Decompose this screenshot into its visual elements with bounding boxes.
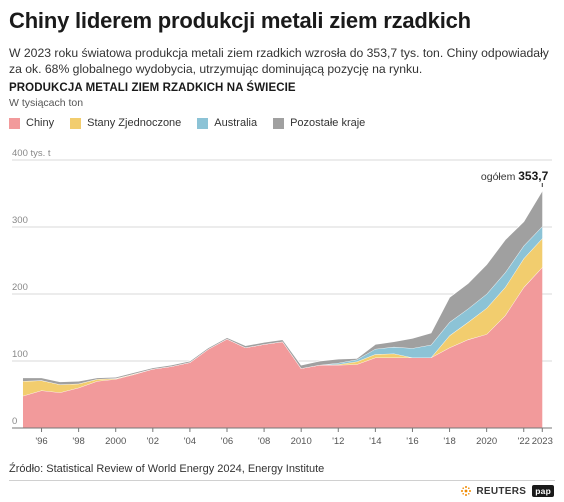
legend-item-china: Chiny: [9, 117, 54, 129]
legend-label-australia: Australia: [214, 117, 258, 129]
source-note: Źródło: Statistical Review of World Ener…: [9, 463, 325, 475]
page-title: Chiny liderem produkcji metali ziem rzad…: [9, 8, 471, 33]
reuters-wordmark: REUTERS: [476, 485, 527, 497]
legend-item-usa: Stany Zjednoczone: [70, 117, 181, 129]
pap-logo: pap: [532, 485, 554, 497]
total-annotation: ogółem 353,7: [481, 169, 549, 183]
x-tick-label: '12: [332, 436, 344, 447]
y-tick-label: 200: [12, 282, 28, 293]
annotation-layer: ogółem 353,7: [481, 169, 549, 188]
legend-swatch-other: [273, 117, 285, 129]
x-tick-label: '06: [221, 436, 233, 447]
total-annotation-prefix: ogółem: [481, 171, 518, 183]
x-tick-label: '04: [184, 436, 196, 447]
reuters-logo: REUTERS: [460, 485, 526, 497]
area-series-china: [22, 267, 543, 428]
x-tick-label: '98: [72, 436, 84, 447]
legend-item-australia: Australia: [197, 117, 257, 129]
x-tick-label: '96: [35, 436, 47, 447]
chart-title: PRODUKCJA METALI ZIEM RZADKICH NA ŚWIECI…: [9, 82, 296, 94]
legend-item-other: Pozostałe kraje: [273, 117, 365, 129]
y-tick-label: 0: [12, 416, 17, 427]
total-annotation-value: 353,7: [518, 169, 548, 183]
legend-swatch-australia: [197, 117, 209, 129]
area-edge-other: [22, 190, 543, 383]
x-tick-label: '08: [258, 436, 270, 447]
x-tick-label: '22: [518, 436, 530, 447]
subtitle: W 2023 roku światowa produkcja metali zi…: [9, 46, 549, 76]
x-tick-label: 2010: [291, 436, 312, 447]
legend-label-other: Pozostałe kraje: [290, 117, 366, 129]
legend-label-usa: Stany Zjednoczone: [87, 117, 182, 129]
y-tick-label: 100: [12, 349, 28, 360]
x-tick-label: '02: [147, 436, 159, 447]
area-layer: [22, 190, 543, 428]
axis-layer: 0 100 200 300 400 tys. t '96 '98 2000 '02 '04 '06 '…: [12, 148, 553, 447]
y-tick-label: 300: [12, 215, 28, 226]
x-tick-label: 2000: [105, 436, 126, 447]
x-tick-label: '16: [406, 436, 418, 447]
y-tick-label: 400 tys. t: [12, 148, 51, 159]
x-tick-label: '18: [443, 436, 455, 447]
legend: Chiny Stany Zjednoczone Australia Pozost…: [9, 117, 365, 129]
x-tick-label: '14: [369, 436, 381, 447]
legend-swatch-china: [9, 117, 20, 129]
logos: REUTERS pap: [460, 485, 554, 497]
legend-swatch-usa: [70, 117, 82, 129]
x-tick-label: 2020: [476, 436, 497, 447]
reuters-dots-icon: [461, 486, 472, 496]
x-tick-label: 2023: [532, 436, 553, 447]
unit-label: W tysiącach ton: [9, 97, 84, 109]
footer-divider: [9, 480, 555, 481]
area-chart: 0 100 200 300 400 tys. t '96 '98 2000 '02 '04 '06 '…: [12, 148, 553, 447]
legend-label-china: Chiny: [26, 117, 55, 129]
